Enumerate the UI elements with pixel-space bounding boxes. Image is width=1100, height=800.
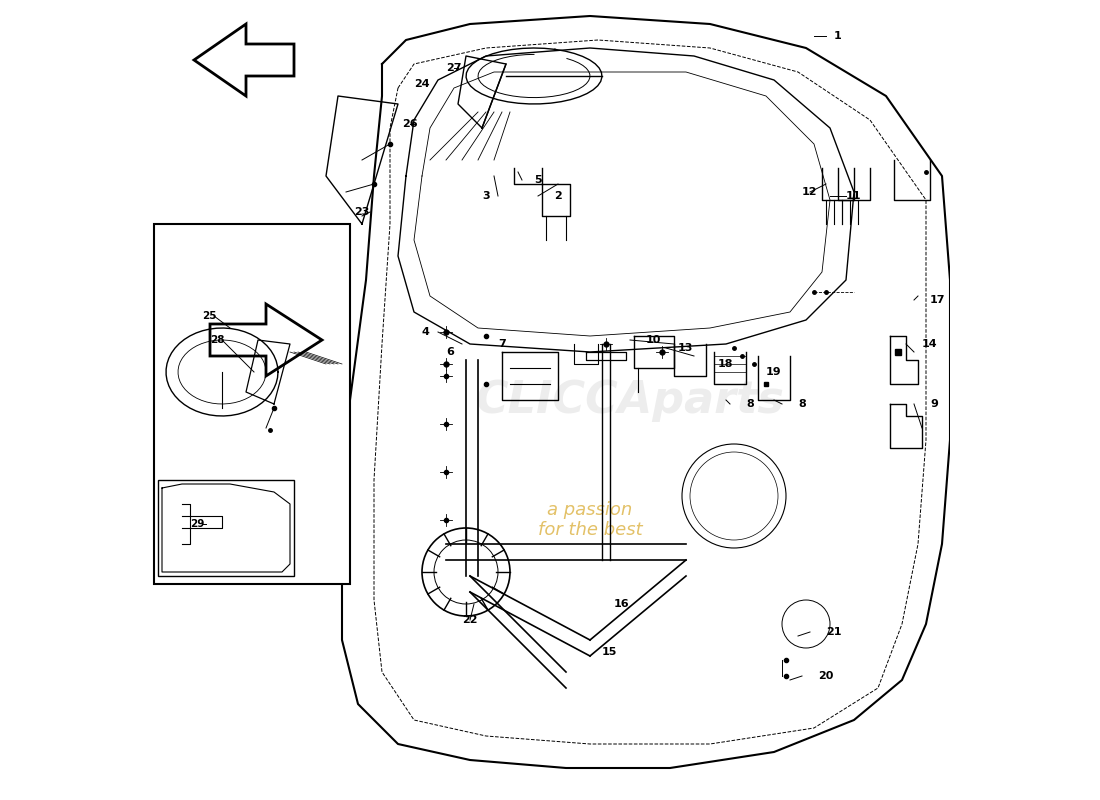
Text: 29: 29 [190, 519, 205, 529]
Text: 21: 21 [826, 627, 842, 637]
Text: 18: 18 [718, 359, 734, 369]
FancyBboxPatch shape [158, 480, 294, 576]
Text: 23: 23 [354, 207, 370, 217]
Text: 13: 13 [678, 343, 693, 353]
Text: 11: 11 [846, 191, 861, 201]
Text: 6: 6 [446, 347, 454, 357]
Text: 22: 22 [462, 615, 477, 625]
Text: 28: 28 [210, 335, 224, 345]
Text: 17: 17 [930, 295, 946, 305]
Text: 9: 9 [930, 399, 938, 409]
Polygon shape [210, 304, 322, 376]
Text: 12: 12 [802, 187, 817, 197]
Text: 25: 25 [202, 311, 217, 321]
Text: 19: 19 [766, 367, 782, 377]
Text: a passion
for the best: a passion for the best [538, 501, 642, 539]
FancyBboxPatch shape [154, 224, 350, 584]
Text: 14: 14 [922, 339, 937, 349]
Text: 7: 7 [498, 339, 506, 349]
Polygon shape [194, 24, 294, 96]
Text: 26: 26 [402, 119, 418, 129]
Text: 8: 8 [798, 399, 805, 409]
Text: 1: 1 [834, 31, 842, 41]
Text: 4: 4 [422, 327, 430, 337]
Text: 3: 3 [482, 191, 490, 201]
Text: CLICCAparts: CLICCAparts [475, 378, 784, 422]
Text: 2: 2 [554, 191, 562, 201]
Text: 20: 20 [818, 671, 834, 681]
Text: 15: 15 [602, 647, 617, 657]
Text: 24: 24 [414, 79, 430, 89]
Text: 10: 10 [646, 335, 661, 345]
Text: 5: 5 [534, 175, 541, 185]
Text: 16: 16 [614, 599, 629, 609]
Text: 27: 27 [446, 63, 462, 73]
Text: 8: 8 [746, 399, 754, 409]
